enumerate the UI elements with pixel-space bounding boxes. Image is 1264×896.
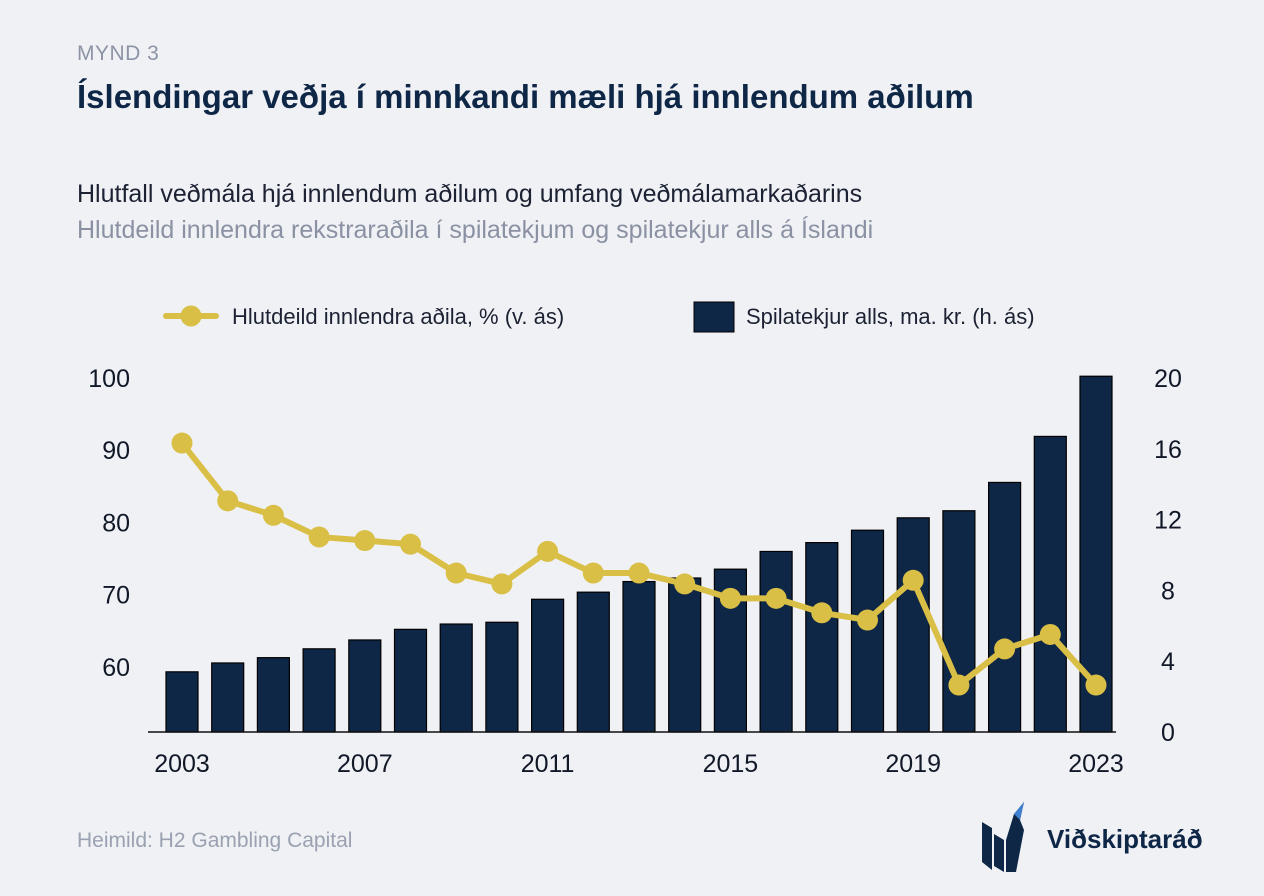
bar-2020 [942, 510, 976, 733]
bar-2016 [759, 550, 793, 733]
legend-label-bar: Spilatekjur alls, ma. kr. (h. ás) [746, 304, 1035, 329]
bar-2017 [805, 542, 839, 733]
bar-2005 [256, 657, 290, 733]
line-point-2018 [857, 609, 878, 631]
line-point-2008 [400, 533, 421, 555]
y-left-tick-labels: 60 70 80 90 100 [88, 365, 130, 682]
y-right-tick-16: 16 [1154, 436, 1182, 464]
line-point-2009 [445, 562, 467, 584]
y-right-tick-4: 4 [1161, 648, 1175, 676]
y-right-tick-20: 20 [1154, 365, 1182, 393]
bar-2013 [622, 580, 656, 733]
y-left-tick-80: 80 [102, 509, 130, 537]
line-point-2012 [582, 562, 604, 584]
vidskiptarad-logo [982, 802, 1024, 872]
bar-2007 [348, 639, 382, 733]
legend-line-marker [180, 305, 202, 327]
y-left-tick-60: 60 [102, 654, 130, 682]
line-point-2010 [491, 573, 513, 595]
line-point-2006 [308, 526, 330, 548]
figure-label: MYND 3 [77, 42, 160, 65]
logo-text: Viðskiptaráð [1047, 824, 1203, 854]
legend-label-line: Hlutdeild innlendra aðila, % (v. ás) [232, 304, 564, 329]
x-tick-2015: 2015 [703, 750, 759, 778]
bar-2003 [165, 671, 199, 733]
bar-2012 [576, 591, 610, 733]
bar-2008 [393, 628, 428, 733]
bar-2011 [530, 598, 565, 733]
line-point-2019 [902, 569, 924, 591]
bar-2022 [1033, 435, 1067, 733]
x-tick-2019: 2019 [885, 750, 941, 778]
line-point-2013 [628, 562, 650, 584]
chart-subtitle-secondary: Hlutdeild innlendra rekstraraðila í spil… [77, 216, 874, 244]
y-right-tick-0: 0 [1161, 719, 1175, 747]
line-point-2021 [994, 638, 1016, 660]
line-point-2005 [262, 504, 284, 526]
line-point-2003 [171, 432, 193, 454]
y-left-tick-70: 70 [102, 582, 130, 610]
line-point-2014 [674, 573, 696, 595]
y-right-tick-labels: 0 4 8 12 16 20 [1154, 365, 1182, 747]
bar-2019 [896, 517, 930, 733]
y-left-tick-100: 100 [88, 365, 130, 393]
bar-2021 [987, 481, 1022, 733]
bar-2018 [850, 529, 885, 733]
x-tick-2023: 2023 [1068, 750, 1124, 778]
line-point-2022 [1039, 623, 1061, 645]
x-tick-labels: 2003 2007 2011 2015 2019 2023 [154, 750, 1124, 778]
bar-2014 [668, 577, 702, 733]
line-point-2004 [217, 490, 239, 512]
x-tick-2007: 2007 [337, 750, 393, 778]
chart-title: Íslendingar veðja í minnkandi mæli hjá i… [77, 78, 974, 115]
chart-subtitle: Hlutfall veðmála hjá innlendum aðilum og… [77, 180, 863, 208]
bar-2006 [302, 648, 336, 733]
legend: Hlutdeild innlendra aðila, % (v. ás) Spil… [163, 301, 1035, 333]
bar-2004 [211, 662, 245, 733]
bar-2009 [439, 623, 473, 733]
source-note: Heimild: H2 Gambling Capital [77, 829, 353, 852]
y-right-tick-12: 12 [1154, 507, 1182, 535]
line-layer [171, 432, 1107, 696]
line-point-2020 [948, 674, 970, 696]
legend-bar-swatch [693, 301, 735, 333]
bar-2010 [485, 621, 519, 733]
line-point-2017 [811, 602, 833, 624]
line-point-2023 [1085, 674, 1107, 696]
line-point-2016 [765, 587, 787, 609]
y-left-tick-90: 90 [102, 437, 130, 465]
x-tick-2003: 2003 [154, 750, 210, 778]
line-point-2011 [537, 540, 559, 562]
line-point-2015 [719, 587, 741, 609]
bars-layer [165, 375, 1113, 733]
line-point-2007 [354, 530, 376, 552]
y-right-tick-8: 8 [1161, 577, 1175, 605]
x-tick-2011: 2011 [521, 750, 575, 778]
